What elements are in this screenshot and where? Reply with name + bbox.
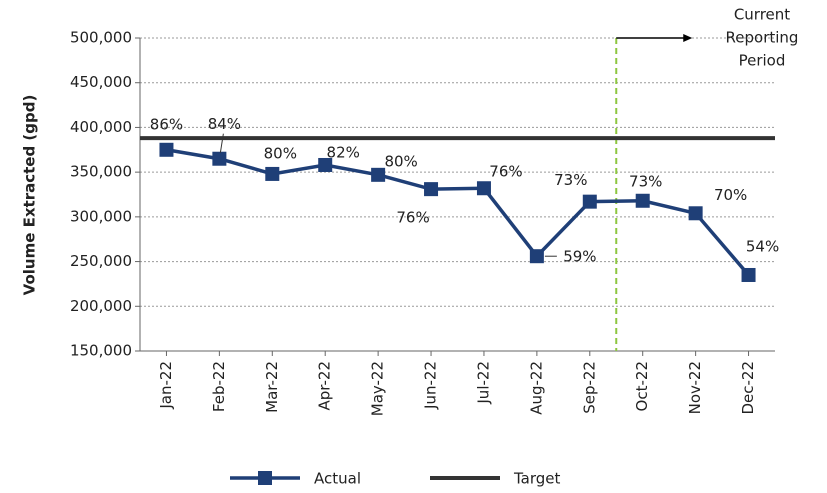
arrow-head xyxy=(683,34,693,42)
y-tick-label: 350,000 xyxy=(70,163,132,181)
marker xyxy=(318,157,333,172)
marker xyxy=(371,167,386,182)
annotation: Period xyxy=(739,52,786,70)
data-label: 86% xyxy=(150,115,183,133)
x-tick-label: May-22 xyxy=(369,361,387,416)
y-tick-label: 250,000 xyxy=(70,252,132,270)
marker xyxy=(741,267,756,282)
legend-label: Target xyxy=(513,470,561,488)
data-label: 70% xyxy=(714,186,747,204)
marker xyxy=(476,181,491,196)
x-tick-label: Jun-22 xyxy=(422,361,440,410)
actual-line xyxy=(166,148,750,277)
legend-marker xyxy=(258,471,272,485)
x-tick-label: Oct-22 xyxy=(633,361,651,411)
data-label: 80% xyxy=(384,152,417,170)
data-label: 84% xyxy=(208,115,241,133)
marker xyxy=(424,182,439,197)
y-axis-title: Volume Extracted (gpd) xyxy=(21,95,39,296)
x-tick-label: Dec-22 xyxy=(739,361,757,415)
x-tick-label: Apr-22 xyxy=(316,361,334,411)
x-tick-label: Mar-22 xyxy=(263,361,281,413)
marker xyxy=(635,193,650,208)
marker xyxy=(688,206,703,221)
x-tick-label: Aug-22 xyxy=(527,361,545,415)
data-label: 73% xyxy=(554,171,587,189)
data-label: 54% xyxy=(746,237,779,255)
marker xyxy=(582,194,597,209)
legend-label: Actual xyxy=(314,470,361,488)
data-label: 73% xyxy=(629,172,662,190)
data-label: 76% xyxy=(489,163,522,181)
y-tick-label: 500,000 xyxy=(70,29,132,47)
data-label: 82% xyxy=(327,143,360,161)
data-label: 80% xyxy=(264,144,297,162)
y-tick-label: 450,000 xyxy=(70,73,132,91)
marker xyxy=(265,166,280,181)
annotation: Current xyxy=(734,6,790,24)
x-tick-label: Feb-22 xyxy=(210,361,228,412)
y-tick-label: 300,000 xyxy=(70,207,132,225)
x-tick-label: Sep-22 xyxy=(580,361,598,414)
data-label: 76% xyxy=(396,209,429,227)
y-tick-label: 400,000 xyxy=(70,118,132,136)
marker xyxy=(529,249,544,264)
marker xyxy=(159,142,174,157)
x-tick-label: Jul-22 xyxy=(474,361,492,405)
marker xyxy=(212,151,227,166)
y-tick-label: 200,000 xyxy=(70,297,132,315)
data-label: 59% xyxy=(563,248,596,266)
annotation: Reporting xyxy=(726,29,799,47)
x-tick-label: Nov-22 xyxy=(686,361,704,414)
y-tick-label: 150,000 xyxy=(70,342,132,360)
x-tick-label: Jan-22 xyxy=(157,361,175,410)
